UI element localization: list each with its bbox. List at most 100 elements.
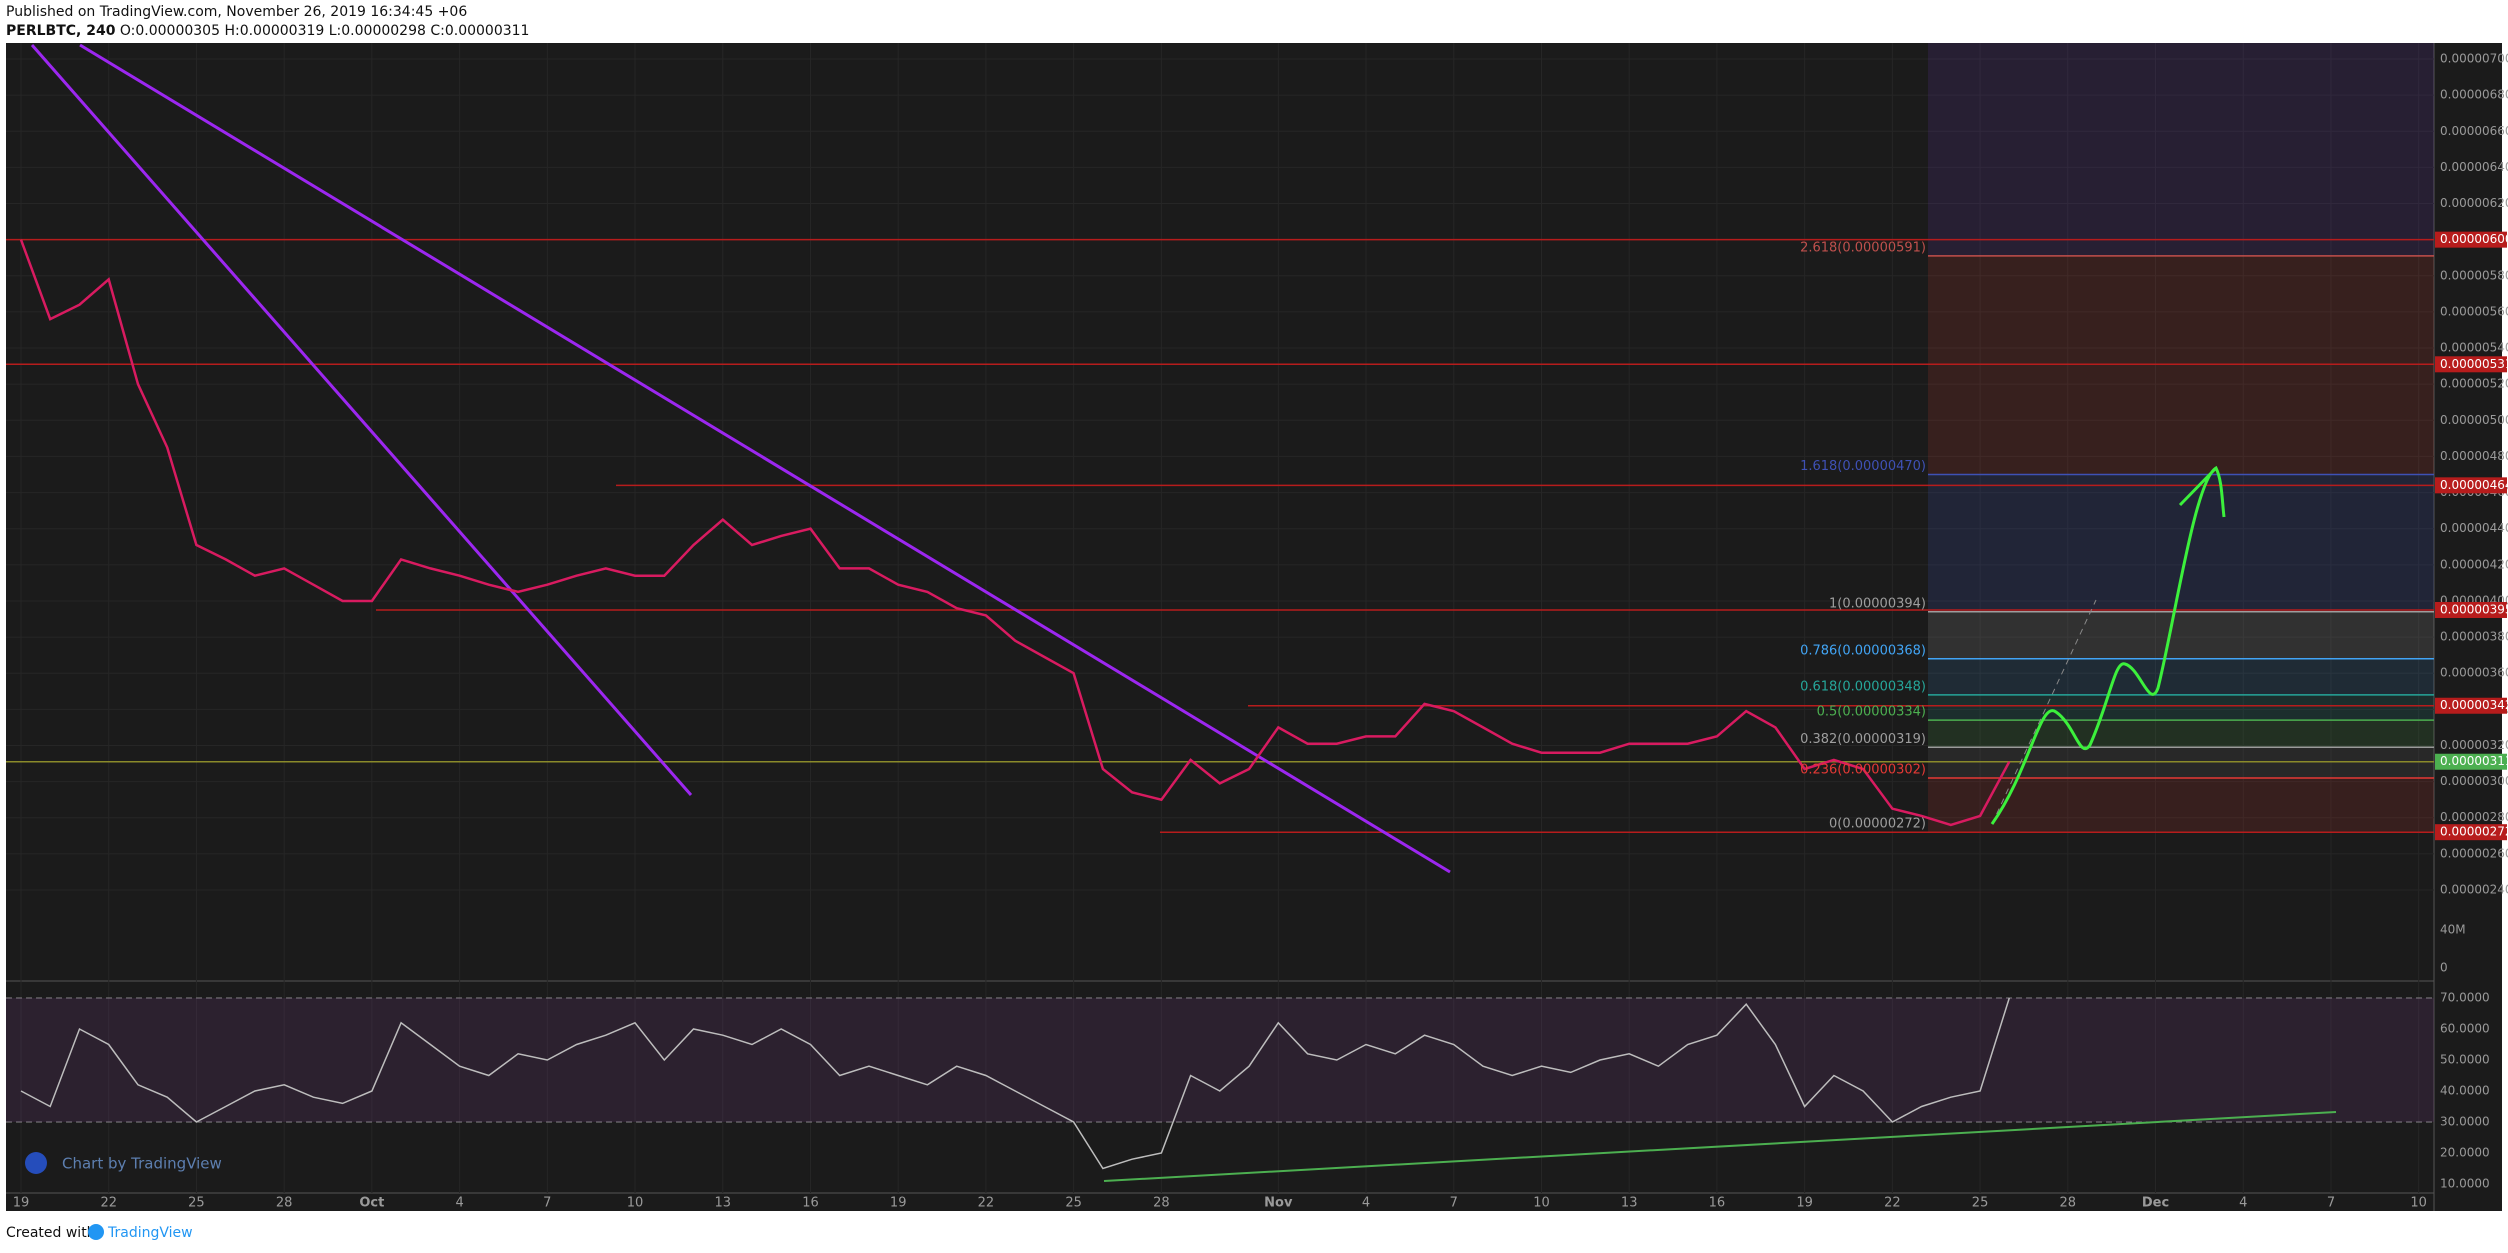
- fib-zone: [1928, 658, 2434, 695]
- time-tick-label: 7: [2327, 1196, 2335, 1211]
- price-tick-label: 0.00000520: [2440, 377, 2508, 391]
- time-tick-label: 4: [455, 1196, 463, 1211]
- ohlc: O:0.00000305 H:0.00000319 L:0.00000298 C…: [120, 23, 530, 39]
- time-tick-label: 4: [1362, 1196, 1370, 1211]
- time-tick-label: 25: [188, 1196, 205, 1211]
- price-badge-label: 0.00000395: [2440, 602, 2508, 616]
- time-tick-label: 10: [627, 1196, 644, 1211]
- price-tick-label: 0.00000380: [2440, 630, 2508, 644]
- price-tick-label: 0.00000320: [2440, 738, 2508, 752]
- time-tick-label: Nov: [1264, 1196, 1293, 1211]
- time-tick-label: 19: [890, 1196, 907, 1211]
- time-tick-label: 13: [714, 1196, 731, 1211]
- fib-label: 0.5(0.00000334): [1817, 705, 1926, 720]
- watermark: Chart by TradingView: [62, 1155, 222, 1173]
- price-badge: [2435, 824, 2507, 841]
- time-tick-label: 7: [1450, 1196, 1458, 1211]
- price-badge: [2435, 356, 2507, 373]
- time-tick-label: 28: [1153, 1196, 1170, 1211]
- volume-tick-label: 40M: [2440, 923, 2466, 937]
- rsi-band: [6, 998, 2434, 1122]
- footer-created: Created with: [6, 1225, 96, 1241]
- fib-zone: [1928, 611, 2434, 659]
- fib-label: 0.786(0.00000368): [1800, 643, 1926, 658]
- time-tick-label: Oct: [359, 1196, 384, 1211]
- chart-bg: [6, 43, 2502, 1211]
- fib-label: 0.236(0.00000302): [1800, 762, 1926, 777]
- price-tick-label: 0.00000480: [2440, 449, 2508, 463]
- rsi-tick-label: 40.0000: [2440, 1084, 2490, 1098]
- projection-dashed: [1991, 599, 2097, 825]
- time-tick-label: 22: [978, 1196, 995, 1211]
- price-tick-label: 0.00000360: [2440, 666, 2508, 680]
- fib-label: 0.382(0.00000319): [1800, 732, 1926, 747]
- price-tick-label: 0.00000240: [2440, 883, 2508, 897]
- rsi-tick-label: 50.0000: [2440, 1053, 2490, 1067]
- price-tick-label: 0.00000420: [2440, 557, 2508, 571]
- fib-label: 1.618(0.00000470): [1800, 459, 1926, 474]
- price-badge: [2435, 477, 2507, 494]
- price-tick-label: 0.00000620: [2440, 196, 2508, 210]
- time-tick-label: Dec: [2142, 1196, 2169, 1211]
- volume-tick-label: 0: [2440, 961, 2448, 975]
- footer-brand[interactable]: TradingView: [107, 1225, 193, 1241]
- time-tick-label: 10: [1533, 1196, 1550, 1211]
- price-badge-label: 0.00000531: [2440, 357, 2508, 371]
- trend-line: [30, 44, 693, 796]
- trend-line: [79, 43, 1451, 874]
- watermark-logo: [25, 1152, 47, 1174]
- price-badge-label: 0.00000600: [2440, 232, 2508, 246]
- time-tick-label: 25: [1065, 1196, 1082, 1211]
- price-tick-label: 0.00000580: [2440, 268, 2508, 282]
- fib-label: 0.618(0.00000348): [1800, 679, 1926, 694]
- rsi-trend: [1103, 1111, 2337, 1182]
- fib-zone: [1928, 474, 2434, 612]
- time-tick-label: 22: [1884, 1196, 1901, 1211]
- projection-arrow: [1990, 465, 2226, 825]
- price-badge-label: 0.00000342: [2440, 698, 2508, 712]
- time-tick-label: 4: [2239, 1196, 2247, 1211]
- time-tick-label: 16: [1709, 1196, 1726, 1211]
- fib-label: 0(0.00000272): [1829, 817, 1926, 832]
- time-tick-label: 16: [802, 1196, 819, 1211]
- price-line: [19, 239, 2011, 827]
- rsi-tick-label: 60.0000: [2440, 1022, 2490, 1036]
- price-tick-label: 0.00000680: [2440, 88, 2508, 102]
- rsi-tick-label: 20.0000: [2440, 1146, 2490, 1160]
- time-tick-label: 25: [1972, 1196, 1989, 1211]
- time-tick-label: 19: [1796, 1196, 1813, 1211]
- price-badge: [2435, 231, 2507, 248]
- price-tick-label: 0.00000700: [2440, 52, 2508, 66]
- price-badge: [2435, 697, 2507, 714]
- price-tick-label: 0.00000300: [2440, 774, 2508, 788]
- price-badge: [2435, 753, 2507, 770]
- time-tick-label: 28: [2060, 1196, 2077, 1211]
- time-tick-label: 22: [100, 1196, 117, 1211]
- rsi-tick-label: 70.0000: [2440, 991, 2490, 1005]
- fib-zone: [1928, 43, 2434, 256]
- footer-logo: [88, 1224, 104, 1240]
- fib-zone: [1928, 720, 2434, 748]
- price-badge: [2435, 601, 2507, 618]
- price-tick-label: 0.00000640: [2440, 160, 2508, 174]
- time-tick-label: 7: [543, 1196, 551, 1211]
- price-tick-label: 0.00000500: [2440, 413, 2508, 427]
- price-tick-label: 0.00000660: [2440, 124, 2508, 138]
- rsi-line: [20, 997, 2011, 1170]
- price-badge-label: 0.00000311: [2440, 754, 2508, 768]
- fib-label: 2.618(0.00000591): [1800, 240, 1926, 255]
- time-tick-label: 19: [13, 1196, 30, 1211]
- time-tick-label: 28: [276, 1196, 293, 1211]
- fib-zone: [1928, 694, 2434, 721]
- symbol-line: PERLBTC, 240 O:0.00000305 H:0.00000319 L…: [6, 23, 529, 39]
- symbol: PERLBTC, 240: [6, 23, 116, 39]
- price-tick-label: 0.00000280: [2440, 810, 2508, 824]
- rsi-tick-label: 10.0000: [2440, 1177, 2490, 1191]
- fib-zone: [1928, 747, 2434, 778]
- fib-label: 1(0.00000394): [1829, 596, 1926, 611]
- rsi-tick-label: 30.0000: [2440, 1115, 2490, 1129]
- time-tick-label: 10: [2410, 1196, 2427, 1211]
- price-tick-label: 0.00000260: [2440, 846, 2508, 860]
- published: Published on TradingView.com, November 2…: [6, 4, 467, 20]
